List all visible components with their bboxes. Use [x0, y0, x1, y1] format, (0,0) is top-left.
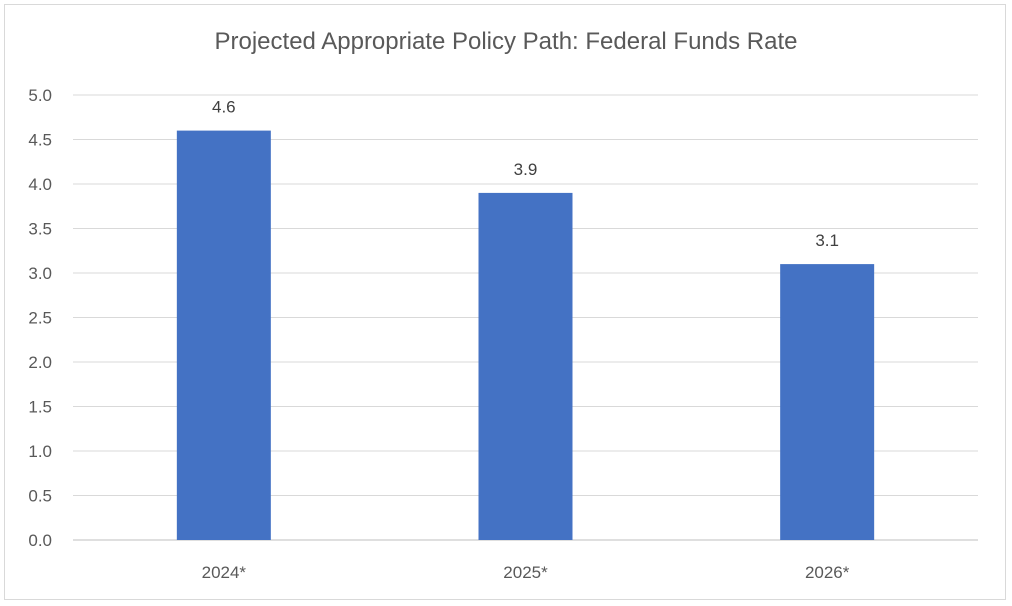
y-tick-label: 3.0: [28, 264, 52, 283]
y-tick-label: 4.5: [28, 131, 52, 150]
bar: [780, 264, 875, 540]
data-label: 3.9: [514, 160, 538, 179]
bar: [176, 130, 271, 540]
bar: [478, 192, 573, 540]
y-tick-label: 1.0: [28, 442, 52, 461]
x-tick-label: 2025*: [503, 563, 548, 582]
y-tick-label: 5.0: [28, 86, 52, 105]
data-label: 4.6: [212, 98, 236, 117]
y-tick-label: 1.5: [28, 398, 52, 417]
y-tick-label: 3.5: [28, 220, 52, 239]
y-tick-label: 2.0: [28, 353, 52, 372]
y-tick-label: 0.5: [28, 487, 52, 506]
y-tick-label: 2.5: [28, 309, 52, 328]
chart-title: Projected Appropriate Policy Path: Feder…: [214, 28, 798, 55]
data-label: 3.1: [815, 231, 839, 250]
x-tick-label: 2026*: [805, 563, 850, 582]
x-tick-label: 2024*: [202, 563, 247, 582]
y-tick-label: 0.0: [28, 531, 52, 550]
y-tick-label: 4.0: [28, 175, 52, 194]
